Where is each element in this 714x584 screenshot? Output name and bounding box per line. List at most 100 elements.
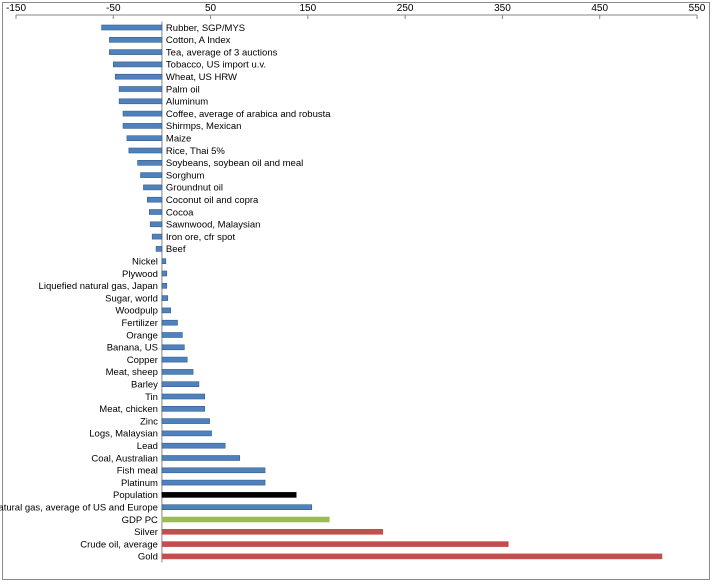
category-label: Meat, chicken <box>99 404 158 415</box>
category-label: Cotton, A Index <box>166 35 231 46</box>
category-label: Maize <box>166 134 191 145</box>
category-label: Population <box>113 490 158 501</box>
x-tick-label: -50 <box>106 3 121 14</box>
category-label: Coal, Australian <box>91 453 158 464</box>
category-label: Orange <box>126 330 158 341</box>
category-label: Gold <box>138 552 158 563</box>
bar <box>161 541 509 547</box>
category-label: Tea, average of 3 auctions <box>166 47 278 58</box>
x-tick-label: 50 <box>205 3 217 14</box>
bar <box>161 553 663 560</box>
bar <box>161 467 266 474</box>
category-label: Rubber, SGP/MYS <box>166 23 245 34</box>
bar <box>161 270 168 277</box>
category-label: Lead <box>137 441 158 452</box>
category-label: Rice, Thai 5% <box>166 146 226 157</box>
bar <box>161 332 183 338</box>
bar <box>161 319 178 326</box>
bar <box>161 405 206 412</box>
x-tick-label: 250 <box>397 3 414 14</box>
bar <box>109 36 163 43</box>
bar <box>114 73 163 80</box>
bar <box>161 418 210 424</box>
bar <box>161 393 206 400</box>
category-label: Coffee, average of arabica and robusta <box>166 109 331 120</box>
category-label: GDP PC <box>122 515 158 526</box>
bar <box>161 282 168 289</box>
x-tick-label: 350 <box>494 3 511 14</box>
bar <box>161 492 297 498</box>
bar <box>109 49 163 55</box>
x-tick-label: -150 <box>6 3 26 14</box>
bar <box>149 221 163 228</box>
category-label: Fertilizer <box>122 318 158 329</box>
category-label: Wheat, US HRW <box>166 72 237 83</box>
bar <box>126 135 163 141</box>
bar <box>122 110 163 117</box>
bar <box>161 479 266 486</box>
category-label: Fish meal <box>117 466 158 477</box>
bar <box>161 528 384 535</box>
bar <box>101 24 163 31</box>
category-label: Sorghum <box>166 170 205 181</box>
bar <box>143 184 163 191</box>
bar <box>161 307 171 314</box>
bar <box>148 209 163 215</box>
bar <box>161 430 212 437</box>
bar <box>161 356 188 363</box>
bar <box>118 98 163 105</box>
category-label: Copper <box>127 355 158 366</box>
category-label: Crude oil, average <box>80 539 158 550</box>
bar <box>161 455 241 461</box>
bar <box>161 258 167 265</box>
category-label: Meat, sheep <box>106 367 158 378</box>
category-label: Plywood <box>122 269 158 280</box>
bar <box>161 369 194 375</box>
category-label: Logs, Malaysian <box>89 429 158 440</box>
bar <box>128 147 163 154</box>
bar <box>137 160 163 166</box>
bar <box>140 172 163 178</box>
bars <box>101 24 663 560</box>
category-label: Groundnut oil <box>166 183 223 194</box>
bar <box>122 123 163 129</box>
bar <box>161 295 169 301</box>
bar <box>161 504 313 511</box>
category-label: Soybeans, soybean oil and meal <box>166 158 303 169</box>
bar <box>161 344 185 351</box>
x-tick-label: 150 <box>300 3 317 14</box>
bar <box>118 86 163 92</box>
category-label: Coconut oil and copra <box>166 195 259 206</box>
category-label: Tin <box>145 392 158 403</box>
category-label: Platinum <box>121 478 158 489</box>
category-label: Barley <box>131 380 158 391</box>
category-label: Liquefied natural gas, Japan <box>39 281 158 292</box>
category-label: Sugar, world <box>105 293 158 304</box>
bar <box>161 381 200 388</box>
x-tick-label: 450 <box>591 3 608 14</box>
category-label: Tobacco, US import u.v. <box>166 60 266 71</box>
bar <box>112 61 163 68</box>
category-label: Iron ore, cfr spot <box>166 232 236 243</box>
category-label: Silver <box>134 527 158 538</box>
category-label: Woodpulp <box>115 306 158 317</box>
category-label: Cocoa <box>166 207 194 218</box>
category-label: Aluminum <box>166 97 208 108</box>
category-label: Palm oil <box>166 84 200 95</box>
x-tick-label: 550 <box>689 3 706 14</box>
category-label: Beef <box>166 244 186 255</box>
category-label: Shirmps, Mexican <box>166 121 242 132</box>
bar <box>151 233 163 240</box>
category-label: Natural gas, average of US and Europe <box>0 503 158 514</box>
bar <box>161 516 330 523</box>
bar <box>161 442 226 449</box>
category-label: Sawnwood, Malaysian <box>166 220 261 231</box>
category-label: Nickel <box>132 257 158 268</box>
bar <box>155 246 163 252</box>
bar <box>147 196 163 203</box>
category-label: Zinc <box>140 416 158 427</box>
category-label: Banana, US <box>107 343 158 354</box>
